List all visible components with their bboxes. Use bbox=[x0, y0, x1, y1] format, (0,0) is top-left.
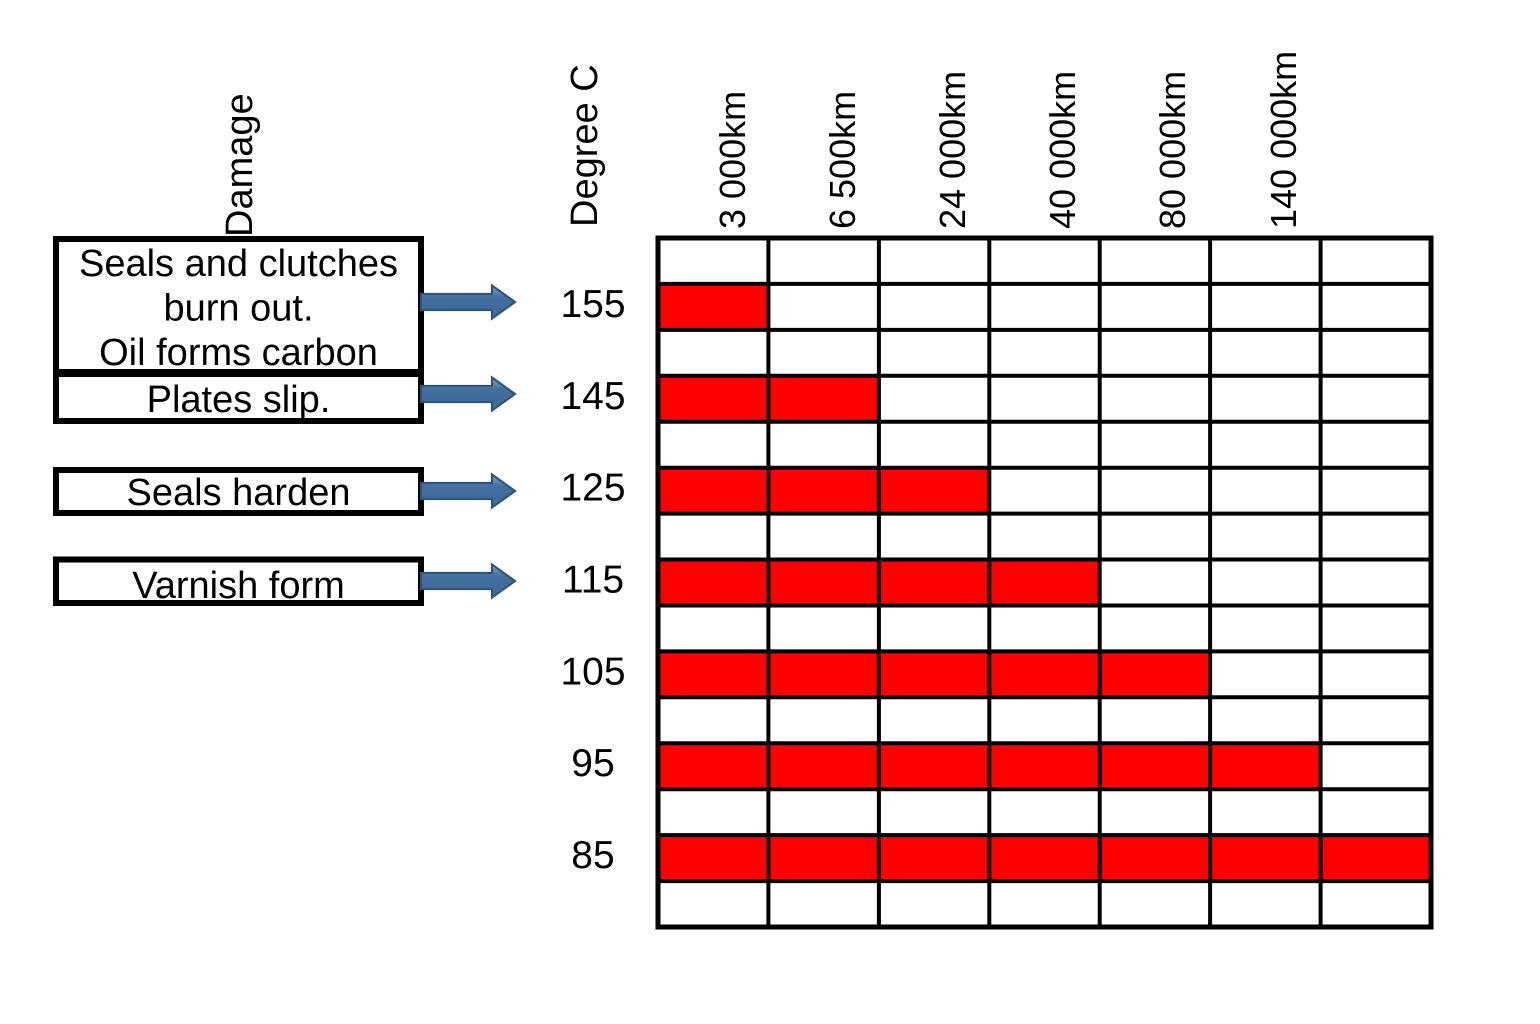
svg-text:Oil forms carbon: Oil forms carbon bbox=[99, 332, 378, 374]
svg-text:Plates slip.: Plates slip. bbox=[147, 379, 331, 421]
svg-text:Degree C: Degree C bbox=[564, 64, 606, 227]
svg-text:155: 155 bbox=[560, 283, 625, 326]
svg-text:24 000km: 24 000km bbox=[932, 71, 973, 229]
svg-text:burn out.: burn out. bbox=[164, 288, 314, 330]
svg-text:140 000km: 140 000km bbox=[1263, 51, 1304, 229]
svg-text:80 000km: 80 000km bbox=[1152, 71, 1193, 229]
svg-text:Seals and clutches: Seals and clutches bbox=[79, 243, 398, 285]
svg-text:6 500km: 6 500km bbox=[822, 91, 863, 229]
svg-text:125: 125 bbox=[560, 467, 625, 510]
svg-text:Seals harden: Seals harden bbox=[127, 472, 351, 514]
svg-text:Varnish form: Varnish form bbox=[132, 565, 345, 607]
svg-text:3 000km: 3 000km bbox=[712, 91, 753, 229]
svg-text:105: 105 bbox=[560, 650, 625, 693]
svg-text:115: 115 bbox=[562, 559, 624, 602]
svg-text:Damage: Damage bbox=[219, 93, 261, 237]
svg-text:40 000km: 40 000km bbox=[1042, 71, 1083, 229]
svg-text:85: 85 bbox=[571, 834, 614, 877]
svg-text:145: 145 bbox=[560, 375, 625, 418]
svg-text:95: 95 bbox=[571, 742, 614, 785]
